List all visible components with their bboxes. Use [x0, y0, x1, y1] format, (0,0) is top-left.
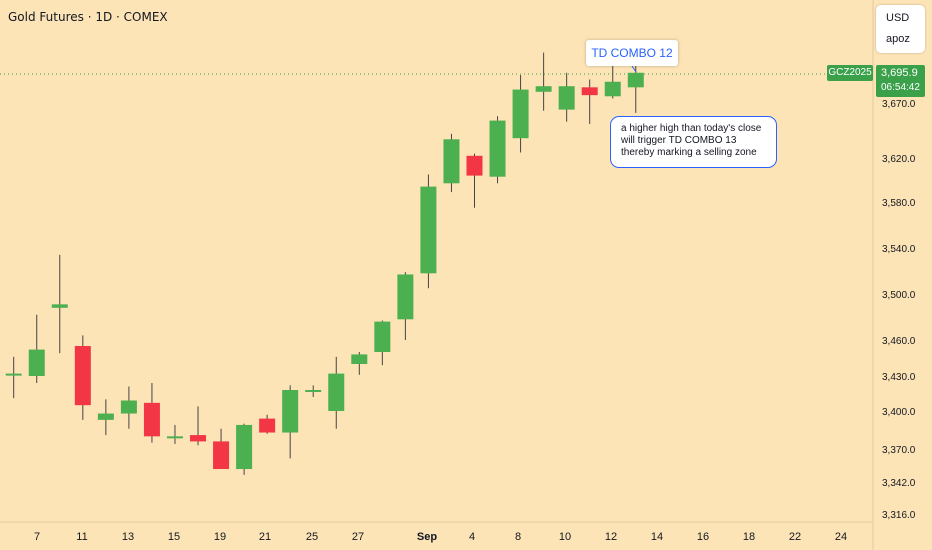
candle-down[interactable]: [143, 402, 160, 437]
candle-up[interactable]: [420, 186, 437, 274]
price-axis[interactable]: 3,316.0 3,342.0 3,370.0 3,400.0 3,430.0 3,460…: [882, 99, 916, 521]
time-tick-label: 16: [697, 531, 709, 543]
candle-up[interactable]: [374, 321, 391, 352]
candle-up[interactable]: [28, 349, 45, 376]
last-price-badge: 3,695.9 06:54:42: [876, 65, 925, 97]
time-tick-month-label: Sep: [417, 531, 437, 543]
price-tick-label: 3,400.0: [882, 407, 916, 418]
candle-up[interactable]: [51, 304, 68, 308]
price-tick-label: 3,620.0: [882, 154, 916, 165]
candle-down[interactable]: [581, 87, 598, 96]
candle-up[interactable]: [166, 436, 183, 439]
candle-up[interactable]: [120, 400, 137, 414]
time-tick-label: 4: [469, 531, 475, 543]
time-tick-label: 7: [34, 531, 40, 543]
price-tick-label: 3,342.0: [882, 478, 916, 489]
last-price-value: 3,695.9: [881, 67, 918, 79]
note-line-1: a higher high than today's close: [621, 123, 762, 134]
candle-up[interactable]: [236, 424, 253, 470]
time-tick-label: 8: [515, 531, 521, 543]
price-tick-label: 3,316.0: [882, 510, 916, 521]
price-tick-label: 3,430.0: [882, 372, 916, 383]
time-tick-label: 10: [559, 531, 571, 543]
candle-up[interactable]: [97, 413, 114, 420]
time-tick-label: 19: [214, 531, 226, 543]
user-label: apoz: [886, 33, 910, 45]
price-tick-label: 3,670.0: [882, 99, 916, 110]
candle-up[interactable]: [443, 139, 460, 184]
candle-down[interactable]: [466, 155, 483, 176]
candle-down[interactable]: [213, 441, 230, 470]
time-tick-label: 21: [259, 531, 271, 543]
candle-down[interactable]: [190, 435, 207, 442]
candle-up[interactable]: [397, 274, 414, 320]
annotation-arrow-icon: [631, 65, 637, 73]
time-tick-label: 11: [76, 531, 87, 543]
candle-up[interactable]: [535, 86, 552, 92]
candle-up[interactable]: [558, 86, 575, 110]
candle-down[interactable]: [259, 418, 276, 433]
time-tick-label: 18: [743, 531, 755, 543]
time-tick-label: 25: [306, 531, 318, 543]
candle-up[interactable]: [351, 354, 368, 364]
price-tick-label: 3,500.0: [882, 290, 916, 301]
time-axis[interactable]: 7 11 13 15 19 21 25 27 Sep 4 8 10 12 14 16 18 22 24: [34, 531, 847, 543]
candle-up[interactable]: [305, 390, 322, 392]
candle-up[interactable]: [5, 373, 22, 376]
candles-group: [5, 52, 644, 475]
chart-title: Gold Futures · 1D · COMEX: [8, 10, 168, 24]
price-tick-label: 3,460.0: [882, 336, 916, 347]
price-tick-label: 3,540.0: [882, 244, 916, 255]
candle-up[interactable]: [328, 373, 345, 411]
time-tick-label: 12: [605, 531, 617, 543]
time-tick-label: 22: [789, 531, 801, 543]
price-tick-label: 3,370.0: [882, 445, 916, 456]
candle-up[interactable]: [627, 72, 644, 88]
time-tick-label: 14: [651, 531, 663, 543]
candle-up[interactable]: [604, 81, 621, 97]
price-tick-label: 3,580.0: [882, 198, 916, 209]
time-tick-label: 15: [168, 531, 180, 543]
currency-label: USD: [886, 12, 910, 24]
td-combo-label[interactable]: TD COMBO 12: [586, 40, 678, 66]
bar-countdown: 06:54:42: [881, 82, 920, 93]
note-line-2: will trigger TD COMBO 13: [621, 135, 737, 146]
note-line-3: thereby marking a selling zone: [621, 147, 757, 158]
time-tick-label: 27: [352, 531, 364, 543]
candle-up[interactable]: [512, 89, 529, 139]
annotation-note[interactable]: a higher high than today's close will tr…: [610, 116, 777, 168]
candle-up[interactable]: [282, 390, 299, 433]
currency-selector[interactable]: USD apoz: [876, 5, 925, 53]
time-tick-label: 13: [122, 531, 134, 543]
candle-up[interactable]: [489, 120, 506, 177]
time-tick-label: 24: [835, 531, 847, 543]
symbol-badge: GCZ2025: [827, 65, 873, 81]
candle-down[interactable]: [74, 346, 91, 406]
